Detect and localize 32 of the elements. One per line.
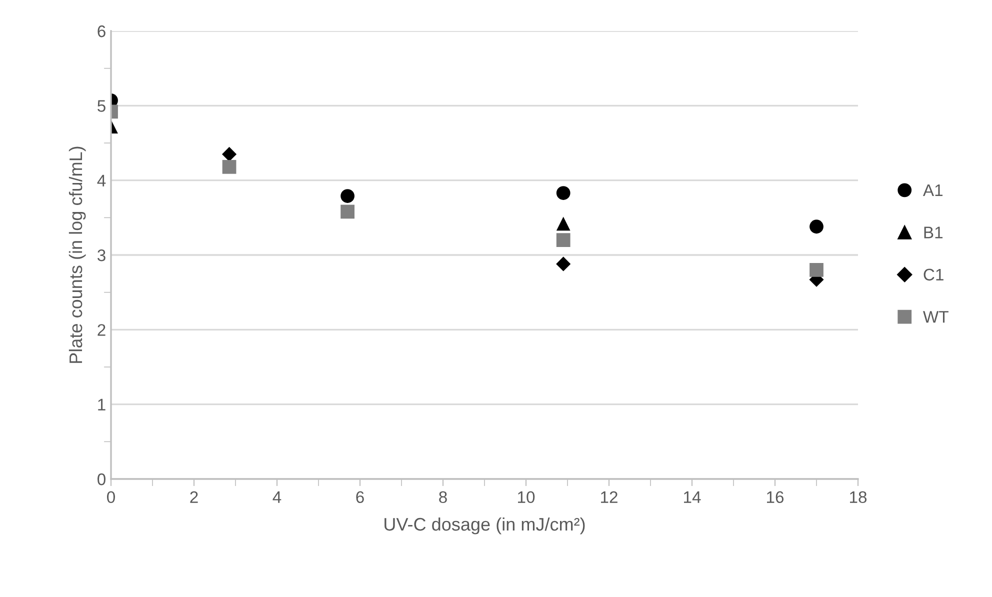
y-tick-label: 6 [98,25,106,38]
point [556,256,571,272]
legend-label: B1 [924,226,943,238]
x-tick-label: 10 [518,491,535,504]
x-axis-title: UV-C dosage (in mJ/cm²) [384,517,585,534]
point [340,189,354,203]
x-tick-label: 8 [439,491,447,504]
y-tick-label: 5 [98,100,106,112]
point [222,146,237,162]
x-tick-label: 18 [850,491,867,504]
point [556,233,570,248]
y-tick-label: 2 [98,324,106,336]
y-tick-label: 1 [98,398,106,410]
x-tick-label: 4 [272,491,282,503]
x-tick-label: 0 [107,491,115,504]
legend-label: A1 [922,184,943,196]
x-tick-label: 12 [601,491,618,503]
x-tick-label: 2 [190,491,198,503]
y-axis-title: Plate counts (in log cfu/mL) [68,146,86,363]
y-tick-label: 3 [98,249,106,262]
y-tick-label: 0 [98,473,106,486]
point [222,160,236,174]
x-tick-label: 16 [767,491,784,504]
point [810,220,824,234]
legend-label: WT [923,311,948,323]
point [556,186,570,200]
x-tick-label: 14 [684,491,701,503]
x-tick-label: 6 [356,491,364,504]
legend-label: C1 [924,268,944,281]
point [340,204,354,219]
point [810,262,824,277]
y-tick-label: 4 [97,174,106,186]
